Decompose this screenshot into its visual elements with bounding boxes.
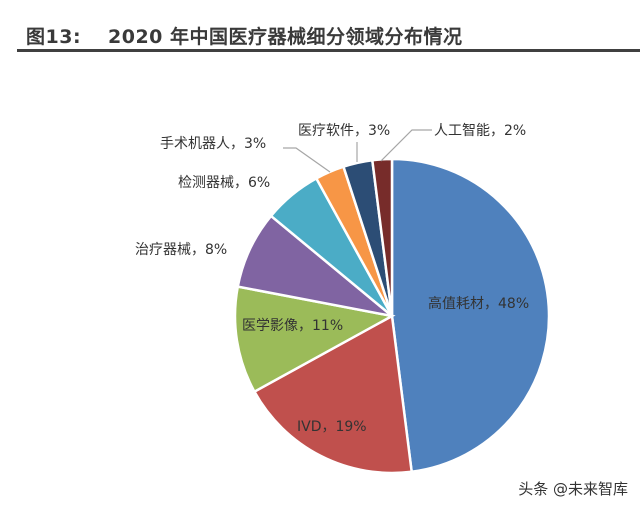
data-label-6: 医疗软件，3% bbox=[298, 123, 390, 139]
data-label-7: 人工智能，2% bbox=[434, 123, 526, 139]
data-label-4: 检测器械，6% bbox=[178, 175, 270, 191]
data-label-2: 医学影像，11% bbox=[242, 318, 343, 334]
data-label-0: 高值耗材，48% bbox=[428, 295, 529, 312]
data-label-1: IVD，19% bbox=[297, 419, 367, 435]
chart-title: 图13: 2020 年中国医疗器械细分领域分布情况 bbox=[26, 22, 463, 49]
title-text: 2020 年中国医疗器械细分领域分布情况 bbox=[108, 26, 463, 48]
watermark: 头条 @未来智库 bbox=[518, 480, 628, 498]
leader-line-5 bbox=[283, 147, 331, 173]
leader-line-7 bbox=[380, 129, 432, 162]
pie-slice-0 bbox=[390, 157, 551, 474]
pie-slice-1 bbox=[252, 314, 414, 475]
pie-slice-2 bbox=[233, 285, 396, 394]
data-label-3: 治疗器械，8% bbox=[135, 242, 227, 258]
data-label-5: 手术机器人，3% bbox=[160, 136, 266, 152]
title-rule bbox=[17, 49, 640, 52]
figure-number: 图13: bbox=[26, 26, 82, 48]
